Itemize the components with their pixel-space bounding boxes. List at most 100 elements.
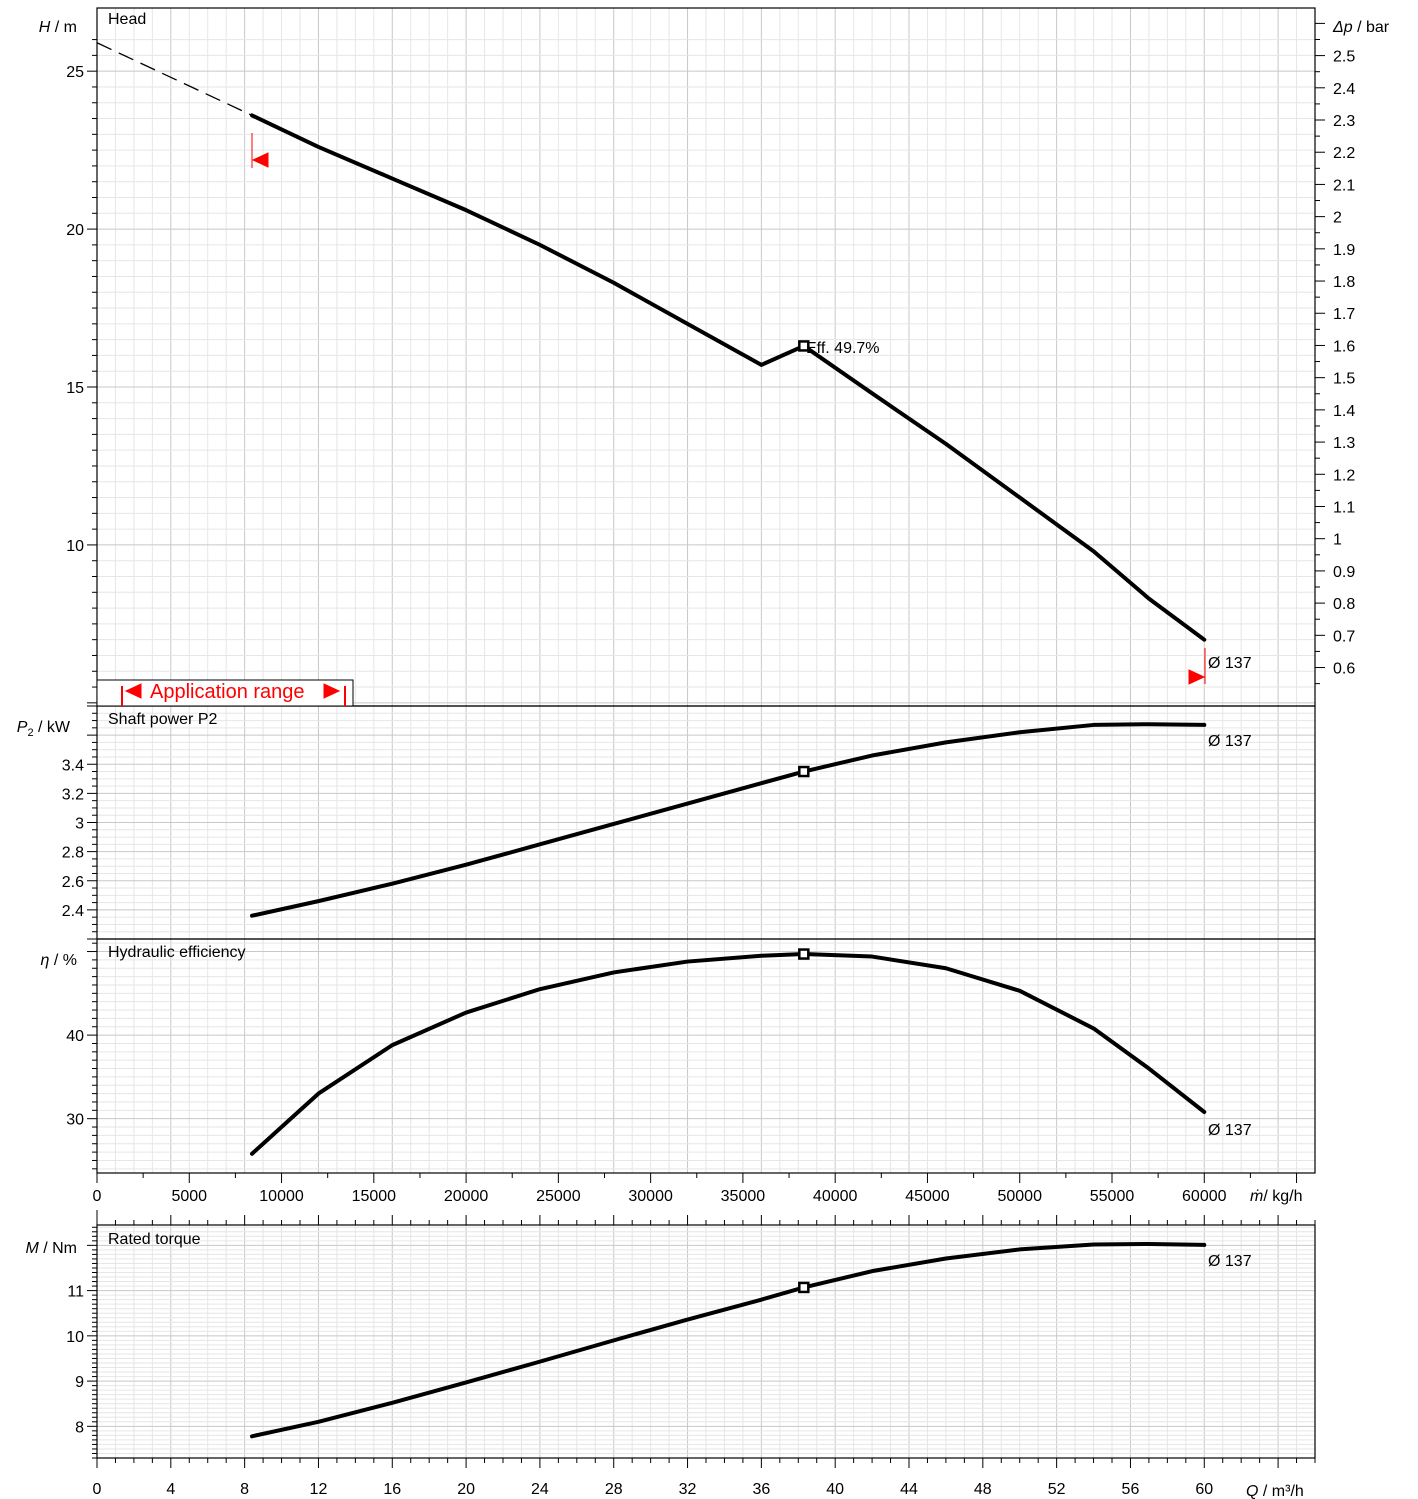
y-tick-label: 9 <box>75 1374 84 1391</box>
y2-tick-label: 1.8 <box>1333 274 1355 291</box>
y-tick-label: 25 <box>66 64 84 81</box>
y2-tick-label: 1.6 <box>1333 338 1355 355</box>
mass-flow-tick-label: 35000 <box>721 1188 766 1205</box>
flow-tick-label: 32 <box>679 1481 697 1498</box>
power-y-unit: / kW <box>34 719 71 736</box>
flow-tick-label: 44 <box>900 1481 918 1498</box>
y2-tick-label: 2.5 <box>1333 49 1355 66</box>
y-tick-label: 20 <box>66 222 84 239</box>
head-y-axis-title: H / m <box>39 19 77 36</box>
application-range-right-arrow <box>323 683 341 699</box>
power-diameter-label: Ø 137 <box>1208 733 1252 750</box>
application-range-legend: Application range <box>96 679 354 707</box>
flow-tick-label: 12 <box>310 1481 328 1498</box>
torque-operating-point <box>798 1281 810 1294</box>
power-y-subscript: 2 <box>27 727 33 739</box>
torque-y-axis-title: M / Nm <box>25 1240 77 1257</box>
grid-lines <box>96 8 1316 1459</box>
y2-tick-label: 1.1 <box>1333 499 1355 516</box>
y2-tick-label: 1.2 <box>1333 467 1355 484</box>
efficiency-y-unit: / % <box>49 952 77 969</box>
mass-flow-tick-label: 5000 <box>171 1188 207 1205</box>
mass-flow-tick-label: 40000 <box>813 1188 858 1205</box>
power-curve <box>250 722 1207 918</box>
mass-flow-tick-label: 50000 <box>997 1188 1042 1205</box>
flow-symbol: Q <box>1246 1483 1258 1499</box>
curves <box>96 42 1207 1439</box>
application-range-label: Application range <box>150 681 305 703</box>
flow-tick-label: 52 <box>1048 1481 1066 1498</box>
flow-tick-label: 8 <box>240 1481 249 1498</box>
y2-tick-label: 2.4 <box>1333 81 1355 98</box>
efficiency-y-symbol: η <box>41 952 50 969</box>
efficiency-annotation: Eff. 49.7% <box>806 340 880 357</box>
mass-flow-unit: / kg/h <box>1263 1188 1302 1205</box>
range-start-marker <box>251 152 269 168</box>
torque-diameter-label: Ø 137 <box>1208 1253 1252 1270</box>
y2-tick-label: 1.5 <box>1333 371 1355 388</box>
axis-ticks <box>87 22 1325 1468</box>
mass-flow-tick-label: 55000 <box>1090 1188 1135 1205</box>
power-y-axis-title: P2 / kW <box>17 719 71 739</box>
power-y-symbol: P <box>17 719 28 736</box>
mass-flow-tick-label: 25000 <box>536 1188 581 1205</box>
y2-tick-label: 0.8 <box>1333 596 1355 613</box>
mass-flow-tick-label: 15000 <box>352 1188 397 1205</box>
flow-tick-label: 56 <box>1122 1481 1140 1498</box>
flow-tick-label: 4 <box>166 1481 175 1498</box>
efficiency-y-axis-title: η / % <box>41 952 77 969</box>
mass-flow-tick-label: 0 <box>93 1188 102 1205</box>
flow-tick-label: 20 <box>457 1481 475 1498</box>
flow-tick-label: 24 <box>531 1481 549 1498</box>
flow-tick-label: 60 <box>1195 1481 1213 1498</box>
y-tick-label: 3.2 <box>62 786 84 803</box>
mass-flow-tick-label: 45000 <box>905 1188 950 1205</box>
flow-axis-title: Q / m³/h <box>1246 1483 1304 1499</box>
head-panel-title: Head <box>108 11 146 28</box>
application-range-left-arrow <box>124 683 142 699</box>
y-tick-label: 3.4 <box>62 757 84 774</box>
y-tick-label: 8 <box>75 1419 84 1436</box>
pressure-y-symbol: Δp <box>1332 19 1353 36</box>
efficiency-diameter-label: Ø 137 <box>1208 1122 1252 1139</box>
y-tick-label: 15 <box>66 380 84 397</box>
y-tick-label: 3 <box>75 816 84 833</box>
y-tick-label: 2.6 <box>62 874 84 891</box>
y2-tick-label: 2.1 <box>1333 177 1355 194</box>
y2-tick-label: 2.3 <box>1333 113 1355 130</box>
efficiency-curve <box>250 952 1207 1156</box>
mass-flow-tick-label: 10000 <box>259 1188 304 1205</box>
head-y-symbol: H <box>39 19 51 36</box>
y2-tick-label: 0.6 <box>1333 661 1355 678</box>
y2-tick-label: 1.9 <box>1333 242 1355 259</box>
power-panel-title: Shaft power P2 <box>108 711 218 728</box>
y2-tick-label: 2 <box>1333 210 1342 227</box>
flow-unit: / m³/h <box>1258 1483 1303 1499</box>
y2-tick-label: 2.2 <box>1333 145 1355 162</box>
head-curve-extrapolation <box>96 42 253 116</box>
power-operating-point <box>798 765 810 778</box>
y2-tick-label: 0.7 <box>1333 628 1355 645</box>
mass-flow-tick-label: 20000 <box>444 1188 489 1205</box>
head-diameter-label: Ø 137 <box>1208 655 1252 672</box>
efficiency-panel-title: Hydraulic efficiency <box>108 944 246 961</box>
torque-y-symbol: M <box>25 1240 39 1257</box>
y2-tick-label: 1.4 <box>1333 403 1355 420</box>
tick-labels: 101520250.60.70.80.911.11.21.31.41.51.61… <box>62 49 1356 1498</box>
y-tick-label: 2.4 <box>62 903 84 920</box>
y-tick-label: 2.8 <box>62 845 84 862</box>
y2-tick-label: 1.7 <box>1333 306 1355 323</box>
y-tick-label: 11 <box>67 1284 84 1301</box>
flow-tick-label: 40 <box>826 1481 844 1498</box>
y-tick-label: 30 <box>66 1112 84 1129</box>
pressure-y-unit: / bar <box>1353 19 1390 36</box>
range-end-marker <box>1188 669 1206 685</box>
mass-flow-axis-title: ṁ/ kg/h <box>1250 1188 1302 1205</box>
mass-flow-tick-label: 30000 <box>628 1188 673 1205</box>
y2-tick-label: 1 <box>1333 532 1342 549</box>
flow-tick-label: 0 <box>93 1481 102 1498</box>
y-tick-label: 40 <box>66 1028 84 1045</box>
y2-tick-label: 0.9 <box>1333 564 1355 581</box>
panel-frame <box>96 938 1316 1174</box>
